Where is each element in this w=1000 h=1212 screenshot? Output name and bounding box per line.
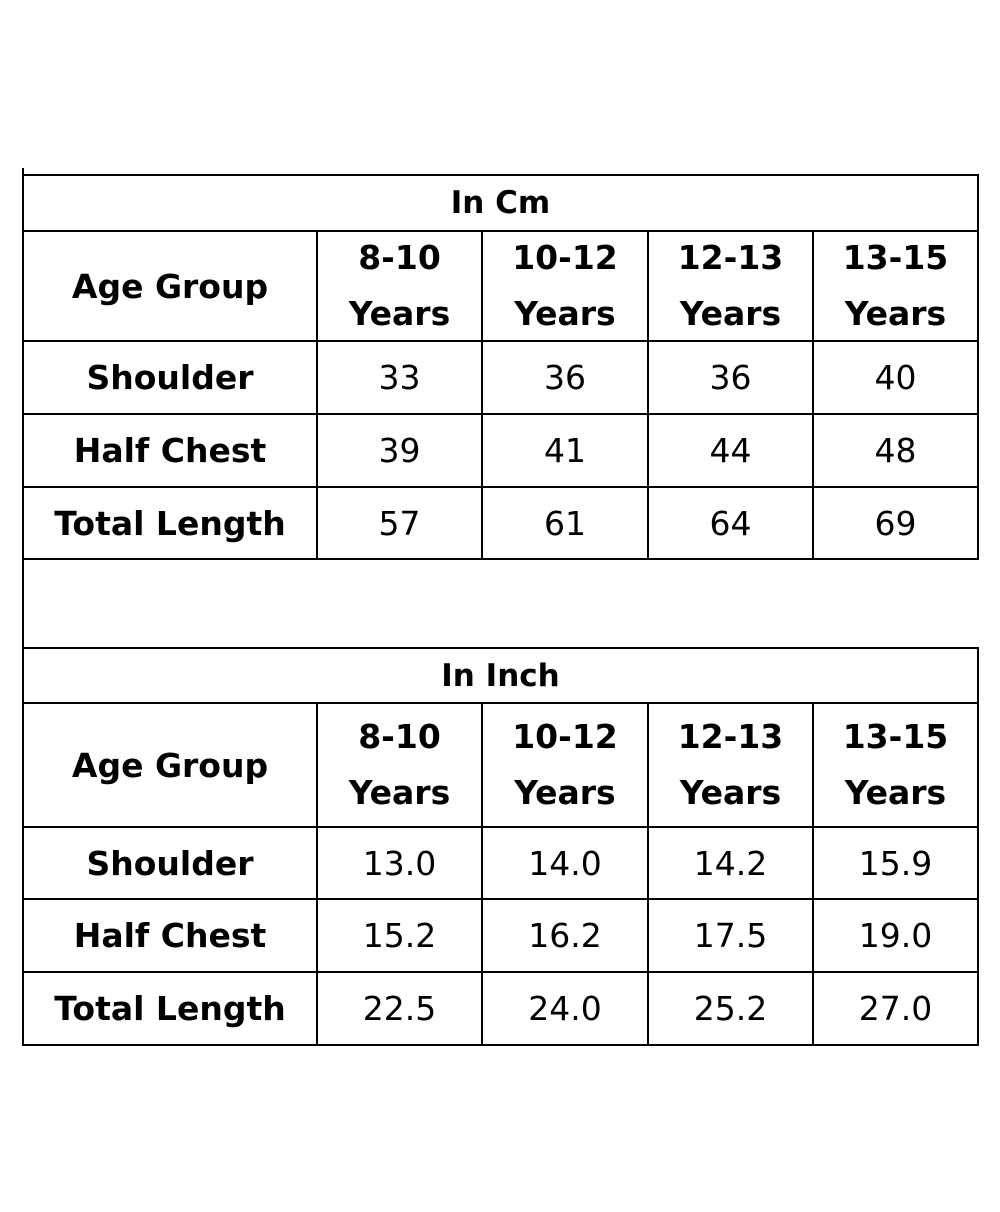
column-divider: [481, 702, 483, 1046]
table-rule: [22, 898, 979, 900]
column-divider: [647, 230, 649, 560]
table-cell: 61: [544, 503, 586, 543]
table-cell: 48: [874, 431, 917, 470]
table-rule: [22, 413, 979, 415]
table-rule: [22, 558, 979, 560]
table-rule: [22, 174, 979, 176]
table-cell: 40: [874, 358, 917, 397]
row-label: Half Chest: [73, 431, 267, 470]
table-cell: 16.2: [528, 916, 602, 955]
column-header-range: 10-12: [512, 717, 618, 756]
column-divider: [316, 702, 318, 1046]
table-cell: 19.0: [858, 916, 933, 955]
table-rule: [22, 647, 979, 649]
table-rule: [22, 340, 979, 342]
header-label-age-group: Age Group: [71, 266, 269, 306]
column-header-range: 10-12: [512, 238, 618, 277]
table-cell: 44: [709, 431, 752, 470]
table-title: In Inch: [441, 657, 560, 694]
column-header-unit: Years: [348, 773, 451, 812]
table-cell: 25.2: [693, 989, 768, 1028]
table-rule: [22, 826, 979, 828]
column-header-range: 12-13: [677, 238, 784, 277]
table-cell: 57: [378, 503, 421, 543]
row-label: Shoulder: [86, 843, 254, 883]
table-cell: 27.0: [858, 989, 933, 1028]
column-header-range: 12-13: [677, 717, 784, 756]
table-cell: 33: [378, 358, 421, 397]
table-cell: 41: [544, 431, 586, 470]
row-label: Half Chest: [73, 916, 267, 955]
table-cell: 36: [544, 358, 586, 397]
column-header: 12-13 Years: [649, 232, 812, 340]
column-header-range: 13-15: [842, 238, 949, 277]
table-cell: 15.2: [362, 916, 437, 955]
table-cell: 14.2: [693, 843, 768, 883]
row-label: Total Length: [54, 989, 286, 1028]
column-header-unit: Years: [844, 294, 947, 333]
header-label-age-group: Age Group: [71, 745, 269, 785]
column-divider: [481, 230, 483, 560]
table-cell: 69: [874, 503, 917, 543]
column-divider: [812, 230, 814, 560]
column-header-unit: Years: [348, 294, 451, 333]
table-border-right: [977, 174, 979, 560]
table-cell: 39: [378, 431, 421, 470]
table-rule: [22, 971, 979, 973]
column-header: 8-10 Years: [318, 704, 481, 826]
table-border-right: [977, 647, 979, 1046]
table-cell: 15.9: [858, 843, 933, 883]
column-header: 13-15 Years: [814, 704, 977, 826]
table-title: In Cm: [450, 185, 551, 221]
table-cell: 22.5: [362, 989, 437, 1028]
table-cell: 24.0: [528, 989, 602, 1028]
column-header-unit: Years: [844, 773, 947, 812]
table-rule: [22, 230, 979, 232]
column-header: 8-10 Years: [318, 232, 481, 340]
table-border-left: [22, 168, 24, 1046]
column-divider: [316, 230, 318, 560]
table-cell: 13.0: [362, 843, 437, 883]
table-cell: 64: [709, 503, 752, 543]
table-rule: [22, 702, 979, 704]
column-header: 12-13 Years: [649, 704, 812, 826]
column-divider: [812, 702, 814, 1046]
table-cell: 17.5: [693, 916, 768, 955]
row-label: Shoulder: [86, 358, 254, 397]
table-cell: 14.0: [528, 843, 602, 883]
table-cell: 36: [709, 358, 752, 397]
column-header: 10-12 Years: [483, 232, 647, 340]
column-header-range: 8-10: [358, 717, 441, 756]
column-header-unit: Years: [514, 294, 616, 333]
table-rule: [22, 486, 979, 488]
table-rule: [22, 1044, 979, 1046]
column-divider: [647, 702, 649, 1046]
column-header-range: 13-15: [842, 717, 949, 756]
column-header-unit: Years: [679, 294, 782, 333]
column-header-range: 8-10: [358, 238, 441, 277]
column-header: 13-15 Years: [814, 232, 977, 340]
row-label: Total Length: [54, 503, 286, 543]
column-header-unit: Years: [514, 773, 616, 812]
column-header: 10-12 Years: [483, 704, 647, 826]
column-header-unit: Years: [679, 773, 782, 812]
